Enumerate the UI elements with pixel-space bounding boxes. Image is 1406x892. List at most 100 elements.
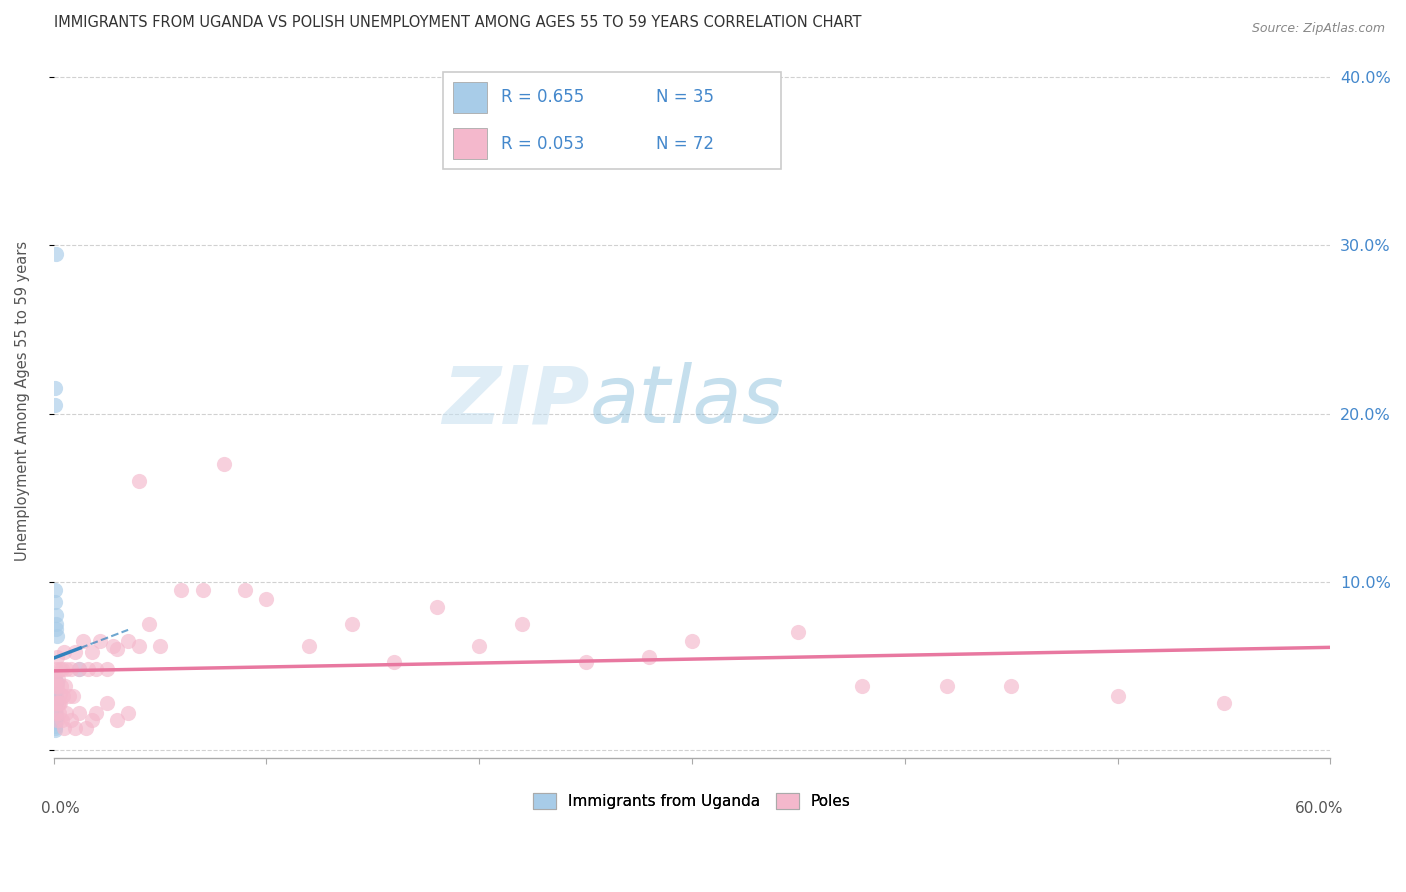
Point bbox=[63, 721, 86, 735]
Point bbox=[638, 650, 661, 665]
Point bbox=[44, 679, 66, 693]
Point bbox=[80, 713, 103, 727]
Text: ZIP: ZIP bbox=[443, 362, 591, 440]
Point bbox=[46, 713, 69, 727]
Point bbox=[191, 583, 214, 598]
Point bbox=[96, 696, 118, 710]
Point bbox=[575, 656, 598, 670]
Point bbox=[44, 713, 66, 727]
Point bbox=[138, 616, 160, 631]
Point bbox=[107, 713, 129, 727]
Point bbox=[45, 675, 67, 690]
Point bbox=[53, 721, 76, 735]
Point bbox=[45, 650, 67, 665]
Point bbox=[45, 662, 67, 676]
Point bbox=[468, 639, 491, 653]
Point bbox=[1213, 696, 1236, 710]
Point bbox=[46, 673, 69, 687]
Point bbox=[48, 662, 70, 676]
Point bbox=[58, 689, 80, 703]
Point bbox=[46, 696, 69, 710]
Point bbox=[46, 675, 69, 690]
Point bbox=[45, 706, 67, 720]
Point bbox=[49, 696, 72, 710]
Point bbox=[44, 675, 66, 690]
Point bbox=[1107, 689, 1129, 703]
Point bbox=[128, 639, 150, 653]
Point bbox=[340, 616, 363, 631]
Point bbox=[89, 633, 111, 648]
Text: atlas: atlas bbox=[591, 362, 785, 440]
Point bbox=[510, 616, 533, 631]
Point bbox=[382, 656, 405, 670]
Point bbox=[84, 662, 107, 676]
Point bbox=[55, 662, 77, 676]
Point bbox=[44, 696, 66, 710]
Point bbox=[1000, 679, 1022, 693]
Point bbox=[44, 673, 66, 687]
Point bbox=[62, 689, 84, 703]
Point bbox=[44, 723, 66, 737]
Point bbox=[44, 716, 66, 731]
Point bbox=[851, 679, 873, 693]
Point bbox=[45, 688, 67, 702]
Point bbox=[117, 633, 139, 648]
Point bbox=[72, 633, 94, 648]
Point bbox=[46, 679, 69, 693]
Point bbox=[44, 381, 66, 395]
Legend: Immigrants from Uganda, Poles: Immigrants from Uganda, Poles bbox=[527, 787, 856, 815]
Point bbox=[45, 711, 67, 725]
Point bbox=[128, 474, 150, 488]
Point bbox=[55, 706, 77, 720]
Point bbox=[59, 713, 82, 727]
Point bbox=[44, 706, 66, 720]
Point bbox=[44, 673, 66, 687]
Point bbox=[45, 696, 67, 710]
Point bbox=[44, 583, 66, 598]
Point bbox=[67, 706, 90, 720]
Point bbox=[44, 679, 66, 693]
Point bbox=[787, 625, 810, 640]
Point bbox=[75, 721, 97, 735]
Point bbox=[44, 688, 66, 702]
Point bbox=[117, 706, 139, 720]
Point bbox=[44, 696, 66, 710]
Point bbox=[84, 706, 107, 720]
Point bbox=[44, 595, 66, 609]
Point bbox=[254, 591, 277, 606]
Point bbox=[44, 721, 66, 735]
Point bbox=[67, 662, 90, 676]
Point bbox=[45, 616, 67, 631]
Text: Source: ZipAtlas.com: Source: ZipAtlas.com bbox=[1251, 22, 1385, 36]
Point bbox=[80, 645, 103, 659]
Point bbox=[44, 702, 66, 716]
Point bbox=[298, 639, 321, 653]
Text: 60.0%: 60.0% bbox=[1295, 801, 1343, 816]
Point bbox=[681, 633, 703, 648]
Point bbox=[49, 688, 72, 702]
Point bbox=[76, 662, 98, 676]
Point bbox=[53, 645, 76, 659]
Text: 0.0%: 0.0% bbox=[41, 801, 80, 816]
Point bbox=[426, 599, 449, 614]
Y-axis label: Unemployment Among Ages 55 to 59 years: Unemployment Among Ages 55 to 59 years bbox=[15, 241, 30, 561]
Point bbox=[45, 247, 67, 261]
Point bbox=[51, 713, 73, 727]
Point bbox=[44, 696, 66, 710]
Point bbox=[107, 642, 129, 657]
Point bbox=[48, 706, 70, 720]
Point bbox=[44, 681, 66, 695]
Point bbox=[212, 457, 235, 471]
Point bbox=[96, 662, 118, 676]
Point bbox=[44, 398, 66, 412]
Point bbox=[45, 622, 67, 636]
Point bbox=[44, 689, 66, 703]
Point bbox=[936, 679, 959, 693]
Point bbox=[149, 639, 172, 653]
Point bbox=[103, 639, 125, 653]
Text: IMMIGRANTS FROM UGANDA VS POLISH UNEMPLOYMENT AMONG AGES 55 TO 59 YEARS CORRELAT: IMMIGRANTS FROM UGANDA VS POLISH UNEMPLO… bbox=[53, 15, 860, 30]
Point bbox=[67, 662, 90, 676]
Point bbox=[59, 662, 82, 676]
Point bbox=[44, 704, 66, 718]
Point bbox=[45, 629, 67, 643]
